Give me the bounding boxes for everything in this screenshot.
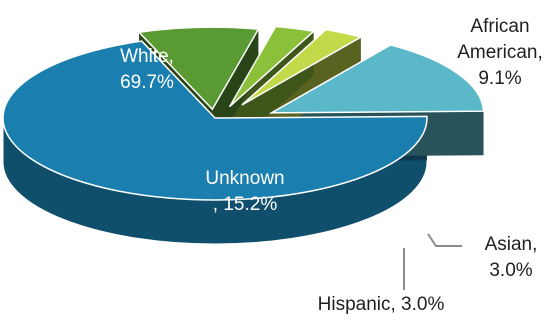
label-african-american: African American, 9.1% <box>440 14 560 92</box>
slice-asian <box>229 25 316 108</box>
slice-unknown <box>268 44 485 114</box>
slice-african-american <box>137 26 260 111</box>
leader-asian <box>427 233 462 247</box>
label-unknown: Unknown , 15.2% <box>190 166 300 218</box>
label-asian: Asian, 3.0% <box>468 232 554 284</box>
slice-hispanic <box>241 28 363 106</box>
slice-white <box>2 40 428 201</box>
label-unknown-line1: Unknown <box>205 168 285 189</box>
label-african-american-line1: African <box>470 16 530 37</box>
label-asian-line1: Asian, <box>484 234 538 255</box>
label-asian-line2: 3.0% <box>489 260 533 281</box>
label-african-american-line2: American, <box>457 42 543 63</box>
label-hispanic-line1: Hispanic, 3.0% <box>317 294 445 315</box>
label-hispanic: Hispanic, 3.0% <box>296 292 466 318</box>
label-white-line2: 69.7% <box>120 72 174 93</box>
label-unknown-line2: , 15.2% <box>212 194 278 215</box>
label-white: White, 69.7% <box>92 44 202 96</box>
label-white-line1: White, <box>120 46 174 67</box>
label-african-american-line3: 9.1% <box>478 68 522 89</box>
